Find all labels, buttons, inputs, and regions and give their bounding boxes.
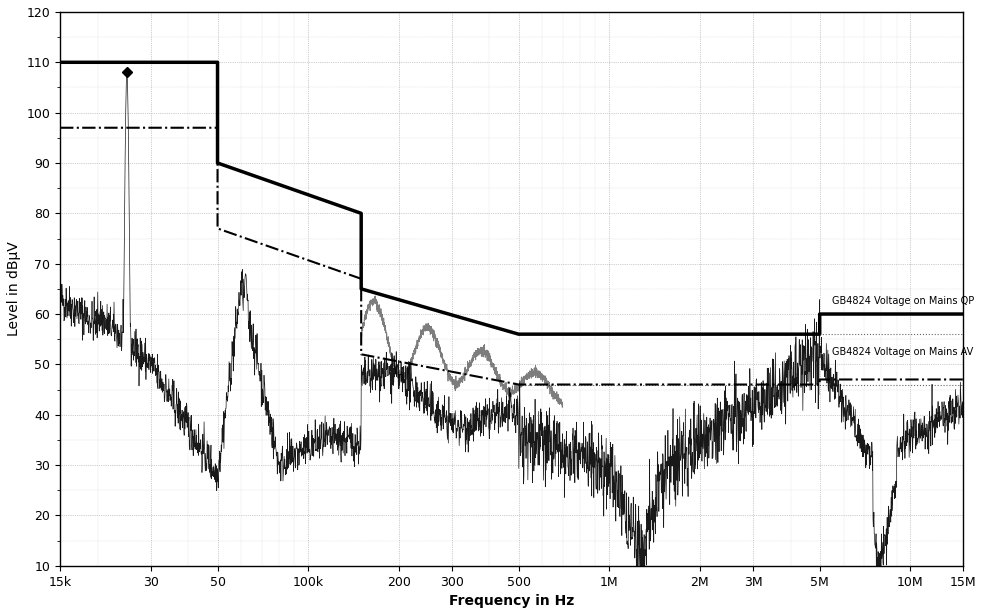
Text: GB4824 Voltage on Mains AV: GB4824 Voltage on Mains AV: [832, 347, 973, 357]
X-axis label: Frequency in Hz: Frequency in Hz: [449, 594, 574, 608]
Text: GB4824 Voltage on Mains QP: GB4824 Voltage on Mains QP: [832, 296, 974, 306]
Y-axis label: Level in dBµV: Level in dBµV: [7, 242, 21, 336]
